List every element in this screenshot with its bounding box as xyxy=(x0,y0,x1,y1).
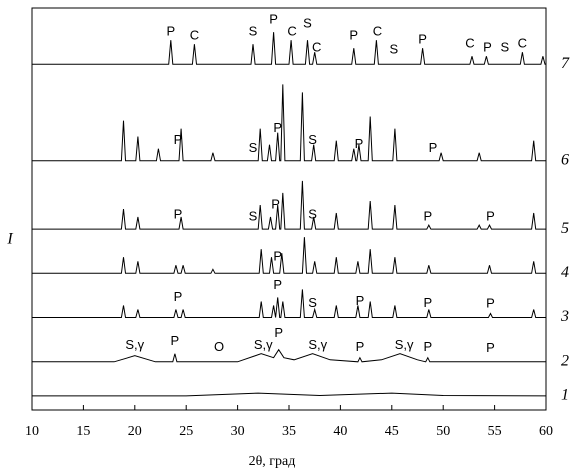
peak-annotation: S xyxy=(501,40,510,55)
peak-annotation: C xyxy=(190,28,199,43)
series-label: 4 xyxy=(561,264,569,281)
y-axis-label: I xyxy=(6,231,13,248)
peak-annotation: P xyxy=(423,208,432,223)
series-label: 3 xyxy=(560,308,569,325)
x-tick-label: 25 xyxy=(179,424,193,439)
peak-annotation: S,γ xyxy=(125,337,144,352)
peak-annotation: S xyxy=(303,16,312,31)
peak-annotation: P xyxy=(486,340,495,355)
peak-annotation: C xyxy=(518,36,527,51)
peak-annotation: P xyxy=(271,196,280,211)
x-axis-label: 2θ, град xyxy=(249,454,296,469)
x-tick-label: 40 xyxy=(333,424,347,439)
peak-annotation: P xyxy=(273,249,282,264)
peak-annotation: P xyxy=(356,293,365,308)
peak-annotation: S xyxy=(308,206,317,221)
peak-annotation: P xyxy=(274,325,283,340)
x-tick-label: 30 xyxy=(231,424,245,439)
peak-annotation: S xyxy=(390,42,399,57)
peak-annotation: S xyxy=(308,295,317,310)
peak-annotation: P xyxy=(171,333,180,348)
xrd-trace xyxy=(32,289,546,318)
peak-annotation: P xyxy=(483,40,492,55)
peak-annotation: S xyxy=(249,24,258,39)
xrd-trace xyxy=(32,392,547,397)
series-label: 6 xyxy=(561,151,569,168)
xrd-trace xyxy=(32,237,546,274)
xrd-trace xyxy=(32,32,546,65)
x-tick-label: 60 xyxy=(539,424,553,439)
peak-annotation: P xyxy=(423,295,432,310)
peak-annotation: S,γ xyxy=(395,337,414,352)
peak-annotation: P xyxy=(174,132,183,147)
peak-annotation: P xyxy=(429,140,438,155)
series-label: 2 xyxy=(561,352,569,369)
peak-annotation: P xyxy=(174,289,183,304)
x-tick-label: 20 xyxy=(128,424,142,439)
peak-annotation: S xyxy=(308,132,317,147)
series-label: 5 xyxy=(561,220,569,237)
peak-annotation: P xyxy=(174,206,183,221)
peak-annotation: S,γ xyxy=(308,337,327,352)
xrd-trace xyxy=(32,84,546,162)
peak-annotation: P xyxy=(273,120,282,135)
peak-annotation: C xyxy=(465,36,474,51)
x-tick-label: 15 xyxy=(76,424,90,439)
xrd-trace xyxy=(32,180,546,230)
peak-annotation: O xyxy=(214,339,224,354)
peak-annotation: P xyxy=(273,277,282,292)
peak-annotation: C xyxy=(373,24,382,39)
x-tick-label: 50 xyxy=(436,424,450,439)
peak-annotation: P xyxy=(269,11,278,26)
peak-annotation: S,γ xyxy=(254,337,273,352)
peak-annotation: P xyxy=(356,339,365,354)
plot-frame xyxy=(31,7,547,411)
peak-annotation: P xyxy=(418,32,427,47)
peak-annotation: P xyxy=(423,339,432,354)
peak-annotation: P xyxy=(355,136,364,151)
peak-annotation: C xyxy=(287,24,296,39)
series-label: 7 xyxy=(561,55,570,72)
series-label: 1 xyxy=(561,387,569,404)
xrd-trace xyxy=(32,348,546,363)
x-tick-label: 10 xyxy=(25,424,39,439)
peak-annotation: P xyxy=(349,28,358,43)
x-tick-label: 55 xyxy=(488,424,502,439)
x-tick-label: 45 xyxy=(385,424,399,439)
peak-annotation: P xyxy=(486,296,495,311)
x-tick-label: 35 xyxy=(282,424,296,439)
peak-annotation: P xyxy=(166,24,175,39)
peak-annotation: P xyxy=(486,208,495,223)
peak-annotation: C xyxy=(312,40,321,55)
peak-annotation: S xyxy=(249,140,258,155)
peak-annotation: S xyxy=(249,208,258,223)
